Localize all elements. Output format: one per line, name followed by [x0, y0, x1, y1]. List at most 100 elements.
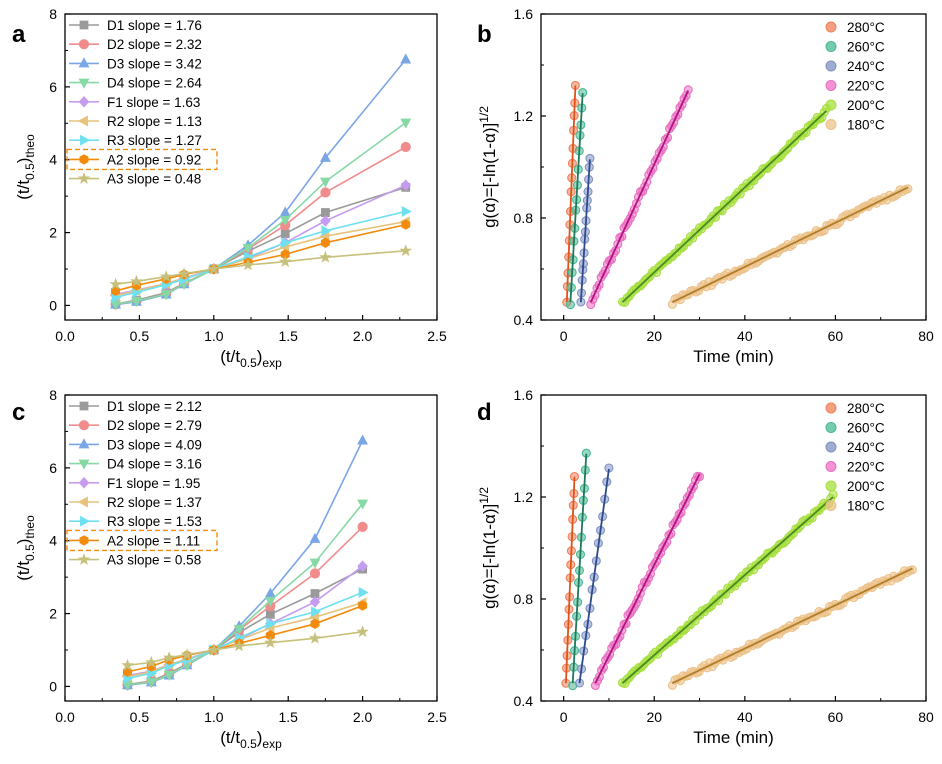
- legend-label: 200°C: [847, 98, 885, 113]
- series-r2: [121, 597, 367, 683]
- legend-label: D1 slope = 2.12: [107, 399, 202, 414]
- series-line: [115, 250, 406, 286]
- fit-line: [594, 473, 701, 684]
- legend-marker: [825, 422, 837, 433]
- data-point: [264, 596, 276, 607]
- panel-c: 0.0 0.5 1.0 1.5 2.0 2.5 0 2 4 6 8 (t/t0.5)exp (t/t0.…: [14, 387, 447, 751]
- legend-label: A3 slope = 0.58: [107, 553, 201, 568]
- y-tick-label: 0.8: [514, 210, 534, 226]
- legend-label: 220°C: [847, 79, 885, 94]
- fit-line: [571, 453, 588, 684]
- data-point: [320, 237, 330, 248]
- y-tick-label: 1.2: [514, 108, 534, 124]
- series-line: [127, 604, 363, 673]
- legend-marker: [78, 459, 90, 470]
- x-tick-label: 0.5: [130, 328, 150, 344]
- data-point: [357, 521, 368, 532]
- legend-marker: [77, 553, 91, 565]
- legend-label: F1 slope = 1.95: [107, 476, 200, 491]
- data-point: [207, 262, 221, 275]
- data-point: [163, 670, 175, 681]
- legend-label: D2 slope = 2.32: [107, 37, 202, 52]
- data-point: [145, 655, 158, 668]
- data-point: [319, 250, 332, 263]
- legend-label: 240°C: [847, 440, 885, 455]
- legend-marker: [825, 41, 837, 52]
- x-tick-label: 20: [646, 328, 662, 344]
- legend-marker: [825, 402, 837, 414]
- x-tick-label: 40: [737, 328, 753, 344]
- legend-marker: [825, 119, 837, 130]
- legend-marker: [77, 496, 88, 508]
- fit-line: [578, 468, 610, 684]
- x-axis-label: (t/t0.5)exp: [220, 728, 282, 751]
- legend-marker: [78, 476, 90, 489]
- fit-line: [569, 92, 584, 303]
- legend: 280°C 260°C 240°C 220°C 200°C 180°C: [825, 20, 885, 133]
- legend-marker: [79, 535, 89, 546]
- panel-label: d: [477, 399, 492, 426]
- legend-label: D4 slope = 3.16: [107, 457, 202, 472]
- legend-marker: [825, 480, 837, 492]
- legend-marker: [78, 95, 90, 108]
- data-point: [400, 118, 412, 129]
- series-260c: [568, 448, 591, 691]
- legend-label: A3 slope = 0.48: [107, 172, 201, 187]
- data-point: [311, 606, 322, 618]
- legend: D1 slope = 2.12 D2 slope = 2.79 D3 slope =…: [66, 399, 218, 568]
- legend-marker: [80, 515, 91, 527]
- legend-label: D3 slope = 4.09: [107, 437, 202, 452]
- data-point: [130, 297, 142, 308]
- data-point: [264, 636, 277, 649]
- legend-marker: [78, 420, 90, 431]
- data-point: [683, 85, 693, 95]
- data-point: [308, 631, 322, 644]
- legend-label: D3 slope = 3.42: [107, 56, 202, 71]
- data-point: [121, 658, 134, 671]
- y-tick-label: 0.4: [514, 312, 534, 328]
- series-a3: [121, 625, 369, 671]
- series-280c: [561, 472, 580, 688]
- series-260c: [565, 88, 588, 310]
- data-point: [309, 568, 321, 579]
- data-point: [401, 206, 412, 217]
- panel-label: b: [477, 21, 492, 48]
- y-tick-label: 2: [49, 225, 57, 241]
- fit-line: [579, 159, 591, 303]
- data-point: [310, 618, 320, 629]
- legend-label: R2 slope = 1.37: [107, 495, 202, 510]
- x-tick-label: 80: [918, 328, 934, 344]
- series-a3: [109, 244, 412, 290]
- x-axis-label: Time (min): [693, 728, 774, 747]
- y-tick-label: 4: [49, 533, 57, 549]
- x-tick-label: 1.0: [204, 709, 224, 725]
- y-tick-label: 2: [49, 606, 57, 622]
- series-a2: [111, 219, 411, 297]
- legend-label: R3 slope = 1.27: [107, 133, 202, 148]
- x-tick-label: 0.0: [55, 328, 75, 344]
- x-tick-label: 1.0: [204, 328, 224, 344]
- x-tick-label: 2.0: [353, 709, 373, 725]
- panel-d: 0 20 40 60 80 0.4 0.8 1.2 1.6 Time (min) g(α)=[-ln…: [477, 387, 934, 747]
- y-tick-label: 4: [49, 152, 57, 168]
- panel-label: a: [12, 21, 26, 48]
- legend-marker: [825, 99, 837, 111]
- legend-marker: [78, 39, 90, 50]
- y-axis-label: g(α)=[-ln(1-α)]1/2: [477, 487, 499, 609]
- legend-label: 200°C: [847, 479, 885, 494]
- x-tick-label: 20: [646, 709, 662, 725]
- legend-label: 240°C: [847, 59, 885, 74]
- legend-label: D4 slope = 2.64: [107, 76, 202, 91]
- data-point: [123, 666, 132, 678]
- legend-marker: [825, 461, 837, 472]
- data-point: [320, 187, 331, 198]
- data-point: [130, 274, 143, 287]
- legend-marker: [825, 500, 837, 511]
- panel-label: c: [12, 399, 25, 426]
- legend-highlight-box: [66, 529, 218, 552]
- data-point: [233, 624, 245, 635]
- data-point: [399, 244, 412, 257]
- fit-line: [565, 476, 576, 684]
- x-tick-label: 0.5: [130, 709, 150, 725]
